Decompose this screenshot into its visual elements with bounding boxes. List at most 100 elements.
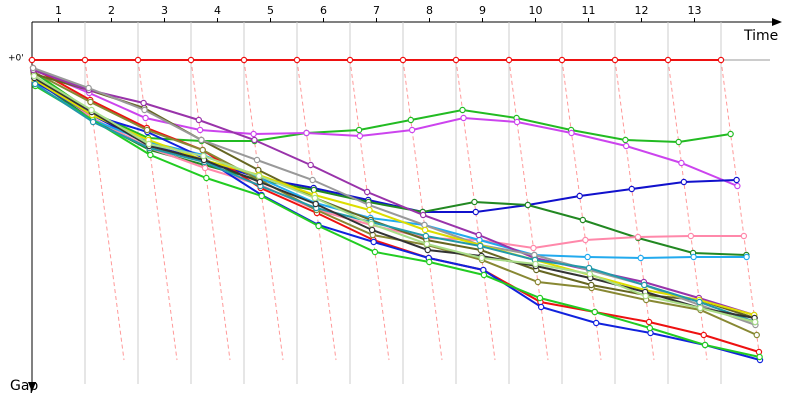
x-tick-label: 10 [529, 4, 543, 17]
point [687, 232, 695, 240]
point [355, 126, 363, 134]
point [628, 185, 635, 193]
point [141, 106, 148, 114]
y-tick-label: +0' [8, 54, 24, 64]
point [478, 254, 485, 262]
x-axis-arrow [772, 18, 782, 26]
series-line [33, 77, 755, 319]
point [312, 200, 319, 208]
point [588, 281, 595, 289]
point [307, 161, 314, 169]
point [203, 174, 210, 182]
lap-crossing-line [614, 59, 655, 361]
point [452, 56, 460, 64]
point [140, 99, 147, 107]
x-tick-label: 3 [161, 4, 168, 17]
point [756, 353, 763, 361]
series-line [34, 79, 747, 256]
point [198, 136, 205, 144]
point [250, 130, 257, 138]
point [310, 186, 318, 194]
y-axis-arrow [28, 382, 36, 392]
point [647, 329, 654, 337]
point [145, 140, 153, 148]
point [471, 198, 478, 206]
point [459, 106, 466, 114]
x-tick-label: 11 [582, 4, 596, 17]
lap-crossing-line [720, 59, 761, 361]
point [536, 294, 544, 302]
point [199, 146, 206, 154]
point [142, 114, 149, 122]
point [641, 281, 648, 289]
point [258, 192, 265, 200]
series-line [34, 81, 761, 361]
point [311, 194, 319, 202]
point [753, 331, 760, 339]
series-line [32, 69, 738, 187]
point [675, 138, 682, 146]
point [645, 318, 653, 326]
point [480, 266, 487, 274]
point [369, 231, 376, 239]
point [611, 56, 619, 64]
point [586, 270, 594, 278]
lap-crossing-line [402, 59, 443, 361]
point [408, 126, 416, 134]
point [253, 156, 261, 164]
point [147, 151, 154, 159]
point [505, 56, 513, 64]
series-line [32, 69, 755, 316]
series-line [34, 79, 755, 316]
point [371, 248, 379, 256]
lap-crossing-line [508, 59, 549, 361]
point [30, 72, 38, 80]
point [424, 246, 431, 254]
point [421, 221, 428, 229]
point [717, 56, 725, 64]
point [622, 142, 630, 150]
point [531, 251, 538, 259]
point [88, 106, 95, 114]
point [240, 56, 248, 64]
lap-crossing-line [190, 59, 231, 361]
lap-crossing-line [349, 59, 390, 361]
point [29, 64, 37, 72]
point [472, 208, 479, 216]
point [701, 341, 709, 349]
point [634, 233, 642, 241]
point [143, 126, 151, 134]
point [370, 238, 377, 246]
y-axis-label: Gap [10, 378, 38, 394]
point [690, 253, 697, 261]
point [697, 304, 704, 312]
point [579, 216, 587, 224]
point [476, 242, 484, 250]
point [696, 298, 703, 306]
point [524, 201, 532, 209]
point [195, 116, 202, 124]
point [303, 129, 310, 137]
point [743, 253, 750, 261]
point [592, 319, 600, 327]
point [134, 56, 142, 64]
point [81, 56, 89, 64]
x-tick-label: 13 [688, 4, 702, 17]
lap-crossing-line [243, 59, 284, 361]
point [200, 152, 207, 160]
point [256, 178, 264, 186]
point [622, 136, 629, 144]
x-tick-label: 8 [426, 4, 433, 17]
point [419, 211, 427, 219]
point [28, 56, 36, 64]
point [733, 176, 740, 184]
point [680, 178, 688, 186]
x-tick-label: 12 [635, 4, 649, 17]
point [255, 172, 263, 180]
point [568, 129, 575, 137]
point [399, 56, 407, 64]
point [700, 331, 707, 339]
point [558, 56, 566, 64]
point [31, 80, 39, 88]
point [755, 348, 763, 356]
